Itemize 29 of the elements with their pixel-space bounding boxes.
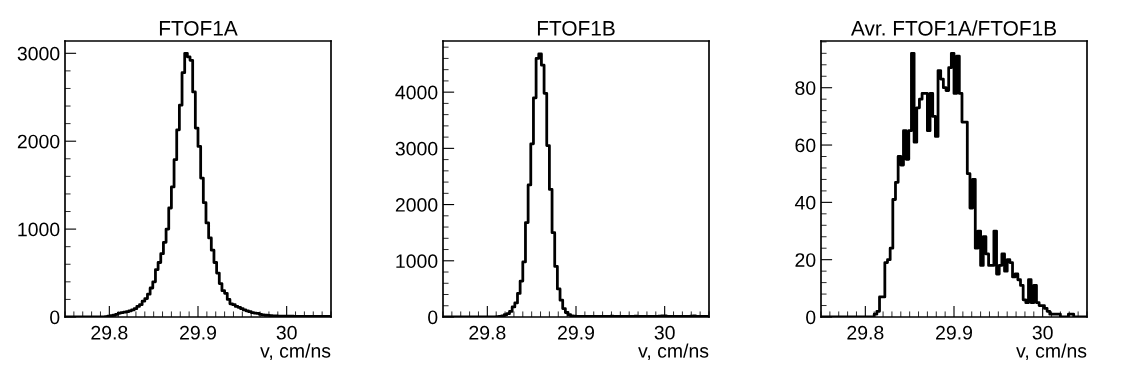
y-tick-label: 0 [50, 310, 60, 325]
chart-title: FTOF1B [537, 20, 615, 36]
y-tick-label: 3000 [17, 46, 60, 61]
y-tick-label: 0 [806, 310, 816, 325]
y-tick-label: 80 [795, 81, 816, 95]
x-axis-title: v, cm/ns [260, 343, 331, 361]
x-tick-label: 29.9 [936, 325, 972, 340]
y-tick-label: 0 [428, 310, 438, 325]
chart-title: Avr. FTOF1A/FTOF1B [851, 20, 1056, 36]
x-tick-label: 29.9 [180, 325, 216, 340]
y-tick-label: 2000 [17, 134, 60, 149]
x-tick-label: 29.8 [91, 325, 128, 340]
x-tick-label: 30 [276, 325, 297, 340]
y-tick-label: 2000 [395, 198, 438, 212]
x-axis-title: v, cm/ns [638, 343, 709, 361]
x-tick-label: 29.8 [469, 325, 506, 340]
x-tick-label: 29.8 [847, 325, 884, 340]
y-tick-label: 3000 [395, 141, 438, 156]
y-tick-label: 1000 [396, 254, 438, 269]
y-tick-label: 60 [795, 138, 816, 153]
y-tick-label: 40 [794, 195, 816, 210]
x-tick-label: 30 [654, 325, 675, 340]
x-axis-title: v, cm/ns [1016, 343, 1087, 361]
x-tick-label: 29.9 [558, 325, 594, 340]
y-tick-label: 4000 [395, 85, 438, 100]
y-tick-label: 1000 [18, 222, 60, 237]
y-tick-label: 20 [795, 253, 816, 267]
chart-title: FTOF1A [159, 20, 238, 36]
x-tick-label: 30 [1032, 325, 1053, 340]
